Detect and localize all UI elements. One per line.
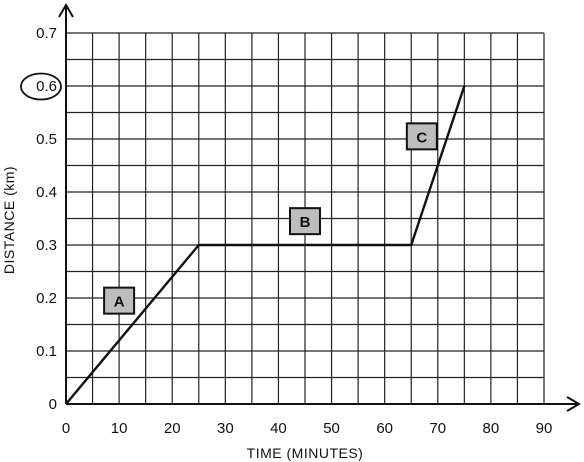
x-tick-label: 40	[270, 420, 287, 437]
x-axis-label: TIME (MINUTES)	[247, 445, 364, 461]
y-tick-label: 0	[49, 396, 57, 413]
x-axis-arrow	[566, 396, 581, 412]
segment-label-text: B	[300, 214, 311, 231]
x-tick-label: 60	[376, 420, 393, 437]
x-tick-label: 50	[323, 420, 340, 437]
segment-labels: A B C	[103, 122, 438, 315]
x-tick-label: 0	[62, 420, 70, 437]
series	[65, 85, 466, 405]
segment-label-box	[289, 207, 321, 236]
segment-label-c: C	[405, 122, 438, 151]
segment-label-box	[103, 286, 136, 315]
y-axis-label: DISTANCE (km)	[1, 166, 17, 274]
segment-label-b: B	[289, 207, 321, 236]
series-line	[65, 85, 466, 405]
segment-label-text: A	[114, 294, 125, 311]
axes	[58, 3, 581, 412]
x-tick-label: 10	[111, 420, 128, 437]
y-tick-label: 0.7	[36, 25, 57, 42]
segment-label-text: C	[416, 129, 427, 146]
segment-label-a: A	[103, 286, 136, 315]
y-tick-label: 0.4	[36, 184, 57, 201]
x-tick-label: 20	[164, 420, 181, 437]
circled-tick-marker	[20, 72, 62, 101]
y-axis-arrow	[58, 3, 74, 18]
tick-labels: 0 10 20 30 40 50 60 70 80 90 0 0.1 0.2 0.3 0.4 0.5 0.6 0.…	[20, 25, 553, 437]
x-tick-label: 90	[536, 420, 553, 437]
x-tick-label: 30	[217, 420, 234, 437]
segment-label-box	[405, 122, 438, 151]
x-tick-label: 70	[429, 420, 446, 437]
y-tick-label: 0.3	[36, 237, 57, 254]
y-tick-label: 0.1	[36, 343, 57, 360]
x-tick-label: 80	[483, 420, 500, 437]
y-tick-label: 0.5	[36, 131, 57, 148]
y-tick-label: 0.2	[36, 290, 57, 307]
y-tick-label: 0.6	[36, 78, 57, 95]
